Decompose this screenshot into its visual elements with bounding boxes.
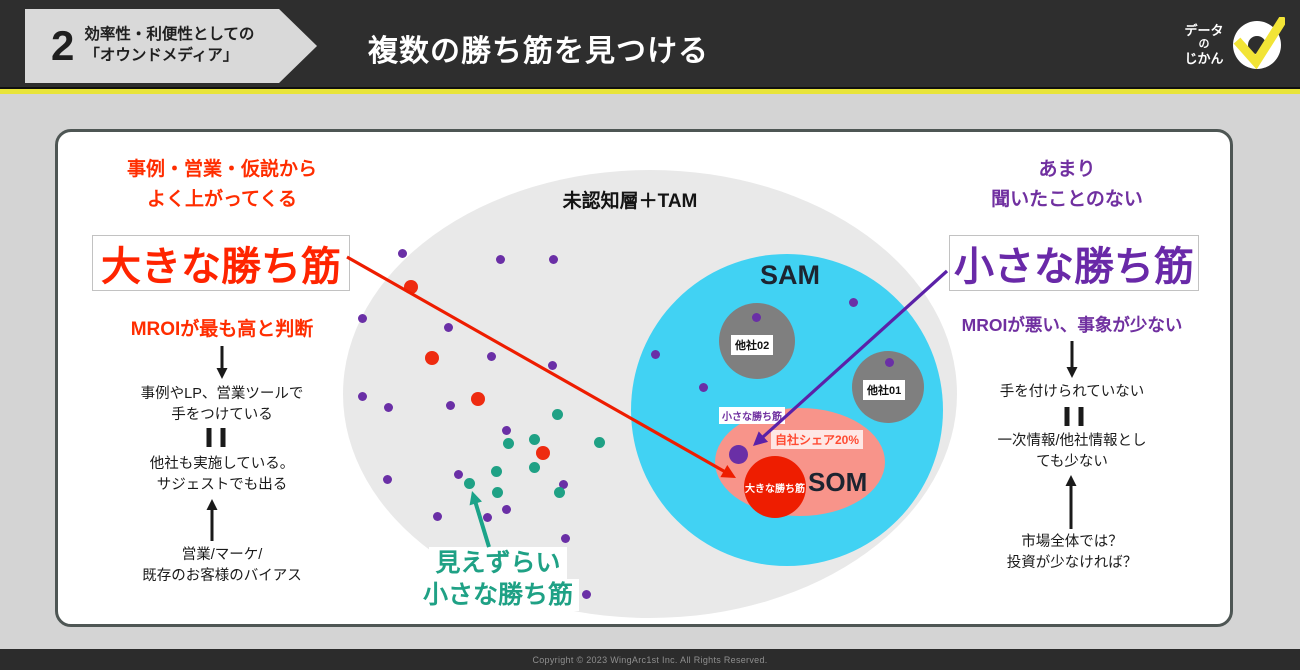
right-intro-line1: あまり: [1038, 159, 1096, 180]
footer-bar: Copyright © 2023 WingArc1st Inc. All Rig…: [0, 649, 1300, 670]
left-body1-line1: 事例やLP、営業ツールで: [140, 386, 304, 402]
section-number: 2: [51, 22, 75, 69]
right-body2-line2: ても少ない: [1036, 454, 1108, 470]
right-body1: 手を付けられていない: [999, 384, 1145, 400]
teal-callout-line2: 小さな勝ち筋: [416, 579, 579, 611]
company-share-label: 自社シェア20%: [771, 430, 864, 449]
left-intro: 事例・営業・仮説から よく上がってくる: [88, 155, 356, 215]
left-body2-line2: サジェストでも出る: [156, 477, 288, 493]
section-chevron: 2 効率性・利便性としての 「オウンドメディア」: [25, 9, 317, 83]
left-body2: 他社も実施している。 サジェストでも出る: [88, 454, 356, 496]
copyright-text: Copyright © 2023 WingArc1st Inc. All Rig…: [532, 654, 768, 665]
logo-line1: データ: [1184, 23, 1224, 38]
big-win-marker-label: 大きな勝ち筋: [745, 483, 805, 495]
left-body2-line1: 他社も実施している。: [149, 456, 295, 472]
left-intro-line1: 事例・営業・仮説から: [126, 159, 317, 180]
small-win-marker-dot: [729, 445, 748, 464]
som-label: SOM: [808, 467, 868, 497]
competitor02-label: 他社02: [731, 335, 774, 355]
right-headline-box: 小さな勝ち筋: [949, 235, 1199, 291]
left-body1: 事例やLP、営業ツールで 手をつけている: [88, 384, 356, 426]
header-divider-dark: [0, 87, 1300, 89]
section-label-line2: 「オウンドメディア」: [84, 47, 239, 64]
left-body1-line2: 手をつけている: [171, 407, 273, 423]
logo-check-icon: [1233, 17, 1285, 69]
left-note-line2: 既存のお客様のバイアス: [142, 568, 302, 584]
header-divider-yellow: [0, 89, 1300, 94]
teal-callout-line1: 見えずらい: [429, 547, 567, 579]
section-label-line1: 効率性・利便性としての: [84, 26, 255, 44]
right-subhead: MROIが悪い、事象が少ない: [961, 315, 1183, 335]
tam-label: 未認知層＋TAM: [562, 191, 698, 212]
sam-label: SAM: [760, 260, 820, 290]
big-win-marker: 大きな勝ち筋: [744, 456, 806, 518]
left-subhead: MROIが最も高と判断: [130, 319, 314, 340]
competitor01-label: 他社01: [863, 380, 906, 400]
teal-callout: 見えずらい 小さな勝ち筋: [393, 547, 603, 611]
right-body2: 一次情報/他社情報とし ても少ない: [938, 431, 1206, 473]
left-note: 営業/マーケ/ 既存のお客様のバイアス: [88, 545, 356, 587]
left-headline-box: 大きな勝ち筋: [92, 235, 350, 291]
page-title: 複数の勝ち筋を見つける: [368, 35, 709, 68]
section-label: 効率性・利便性としての 「オウンドメディア」: [84, 25, 254, 67]
right-intro-line2: 聞いたことのない: [991, 189, 1143, 210]
checkmark-icon: [1233, 17, 1285, 69]
logo-wordmark: データ の じかん: [1176, 23, 1232, 66]
right-headline: 小さな勝ち筋: [954, 245, 1194, 289]
left-intro-line2: よく上がってくる: [146, 189, 298, 210]
right-note-line2: 投資が少なければ？: [1006, 555, 1138, 571]
right-note: 市場全体では？ 投資が少なければ？: [938, 532, 1206, 574]
right-body2-line1: 一次情報/他社情報とし: [997, 433, 1147, 449]
small-win-marker-label: 小さな勝ち筋: [719, 407, 785, 424]
logo-line2: の: [1198, 38, 1210, 50]
right-intro: あまり 聞いたことのない: [933, 155, 1201, 215]
left-headline: 大きな勝ち筋: [101, 245, 341, 289]
logo-line3: じかん: [1184, 51, 1224, 66]
left-note-line1: 営業/マーケ/: [181, 547, 263, 563]
right-note-line1: 市場全体では？: [1021, 534, 1123, 550]
